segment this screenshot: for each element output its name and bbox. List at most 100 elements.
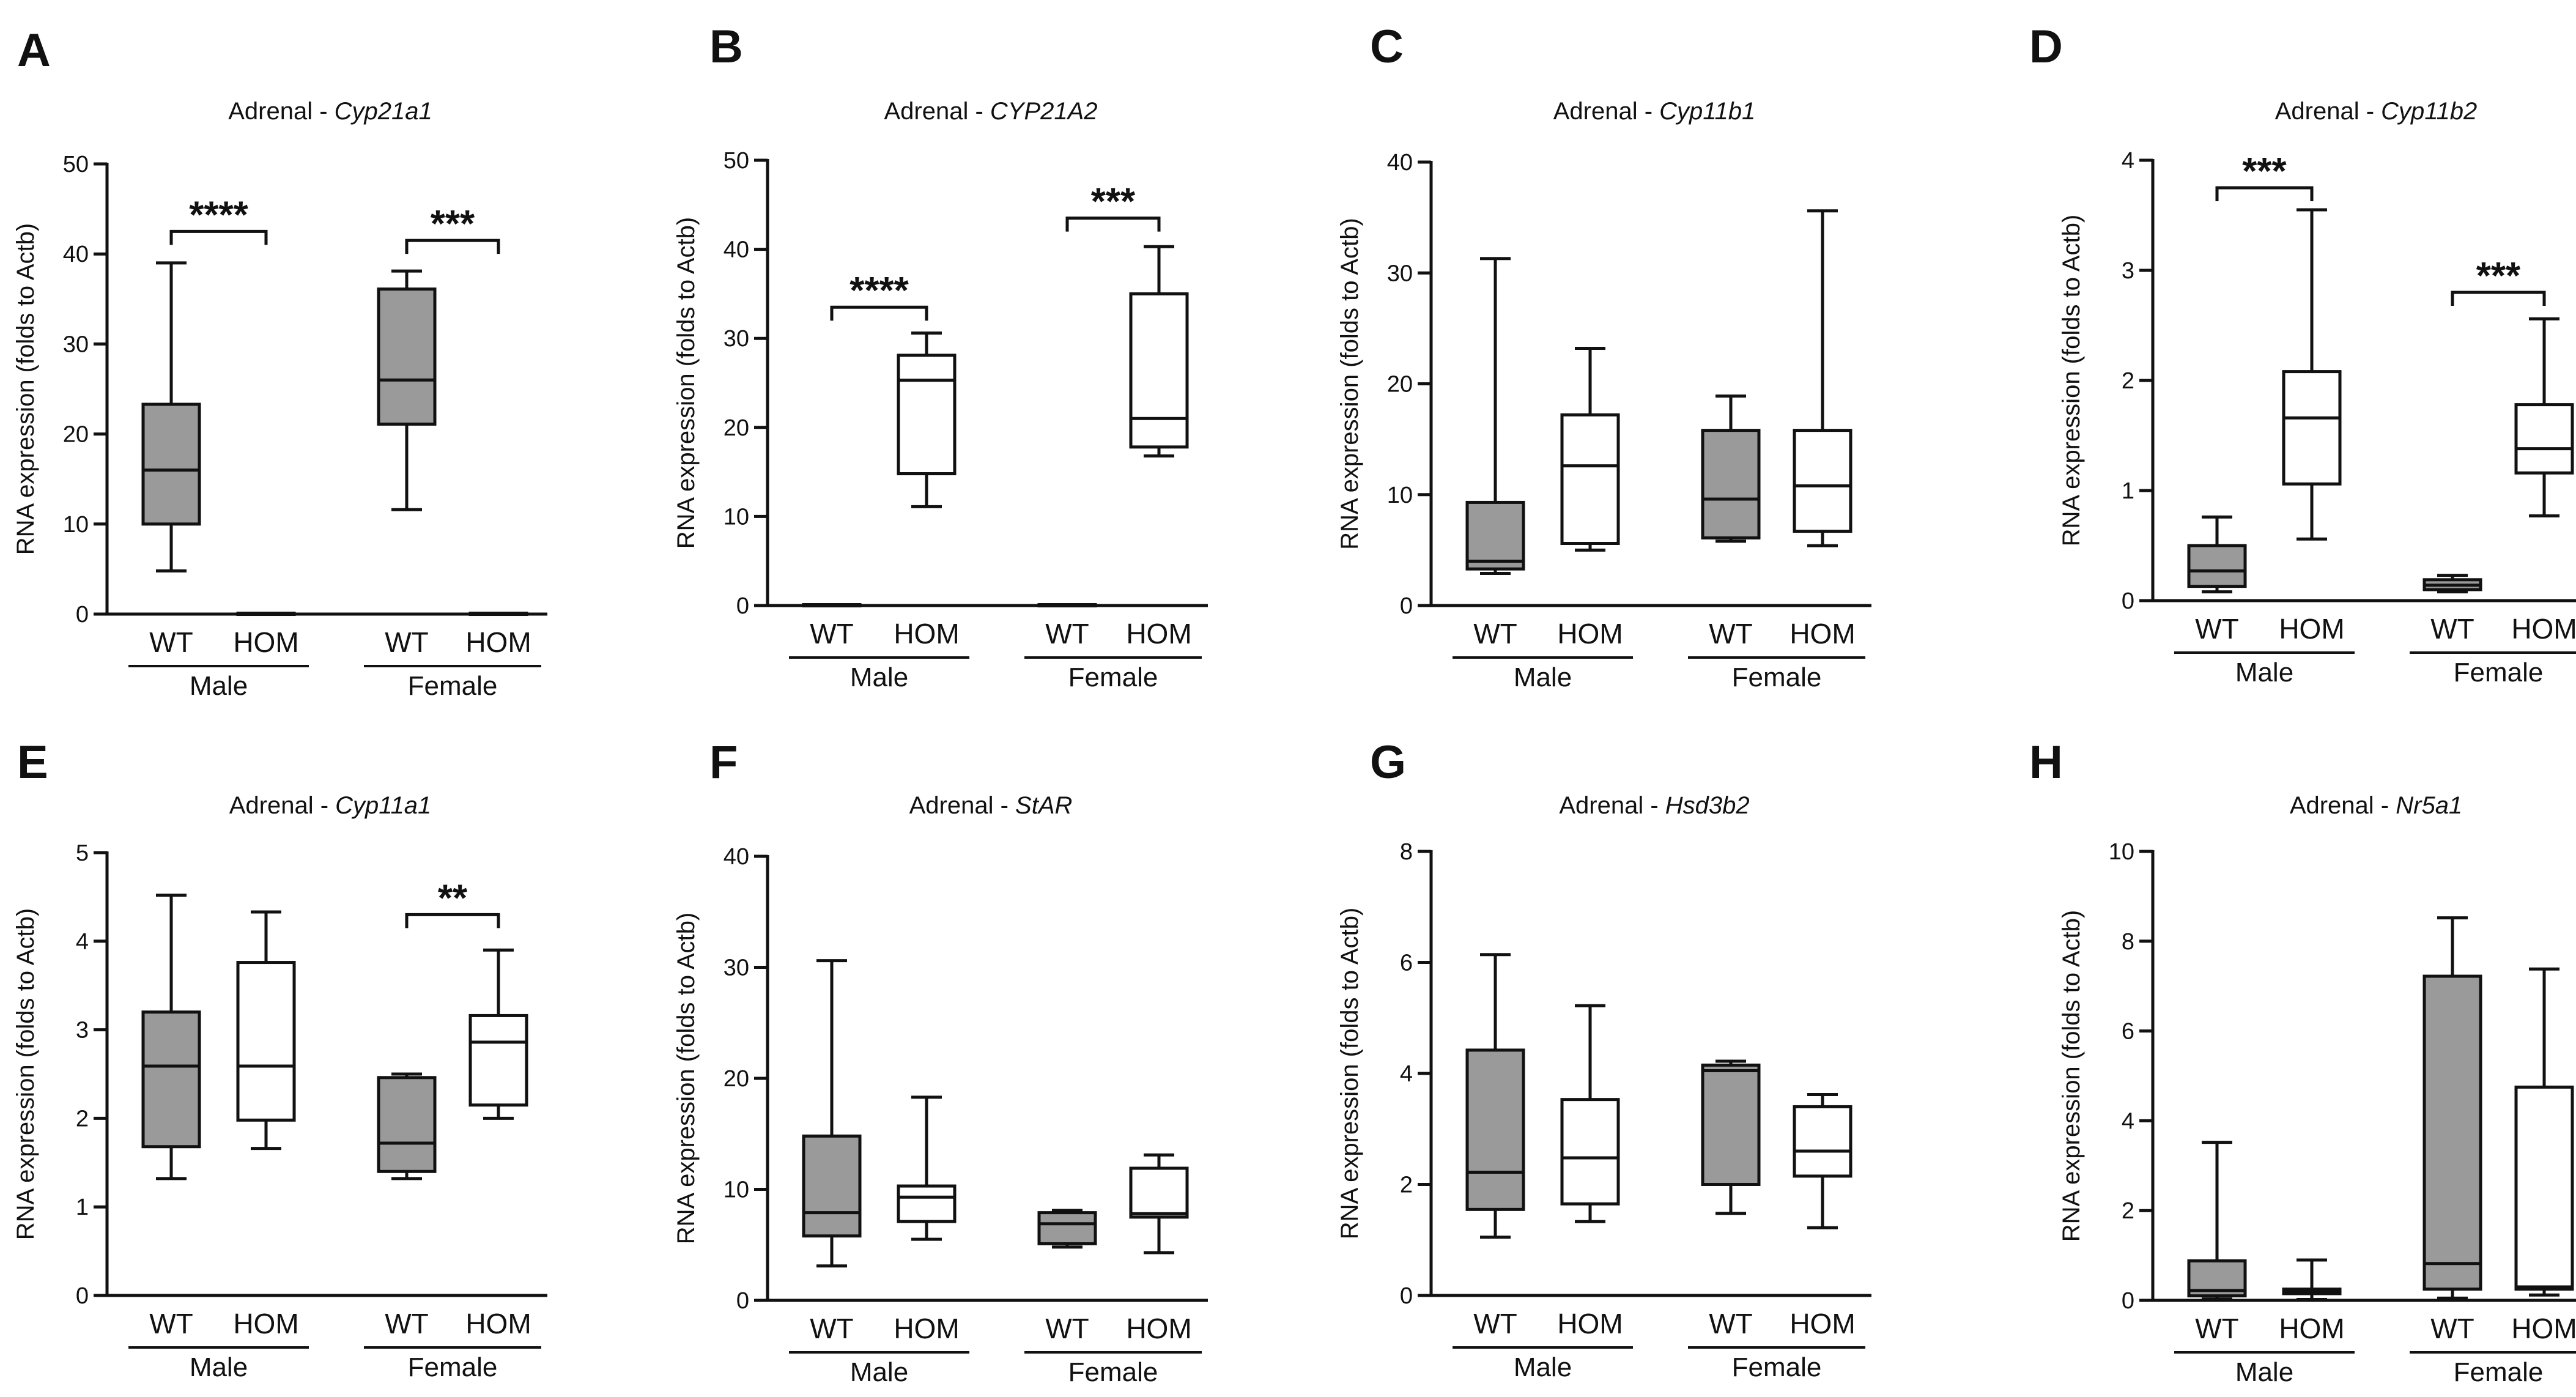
box-body <box>1037 1211 1097 1245</box>
box-body <box>468 1013 528 1107</box>
chart-title: Adrenal - StAR <box>909 792 1073 819</box>
x-category-label: WT <box>1473 1308 1517 1340</box>
x-category-label: WT <box>810 618 854 650</box>
y-tick-label: 30 <box>63 332 89 357</box>
box-female-hom <box>1793 209 1852 547</box>
box-body <box>1560 413 1620 545</box>
y-tick-label: 3 <box>76 1018 89 1043</box>
y-tick-label: 6 <box>2122 1019 2134 1045</box>
significance-stars: *** <box>431 203 475 245</box>
y-tick-label: 4 <box>1400 1061 1413 1087</box>
y-tick-label: 2 <box>1400 1173 1413 1198</box>
x-category-label: HOM <box>2511 613 2576 645</box>
box-body <box>897 1184 957 1223</box>
box-male-hom <box>2282 1258 2342 1302</box>
box-male-hom <box>1560 347 1620 552</box>
significance-bracket: *** <box>1065 181 1161 232</box>
box-male-wt <box>2187 1141 2247 1301</box>
box-female-hom <box>1129 245 1189 458</box>
x-category-label: HOM <box>2279 1313 2344 1344</box>
y-tick-label: 2 <box>76 1106 89 1132</box>
significance-bracket: **** <box>169 194 268 245</box>
box-body <box>2514 1085 2574 1291</box>
y-tick-label: 0 <box>76 602 89 628</box>
x-category-label: WT <box>1709 1308 1753 1340</box>
group-label: Male <box>1514 1352 1572 1382</box>
group-label: Male <box>190 671 248 701</box>
box-body <box>1701 429 1761 539</box>
chart-title: Adrenal - Cyp11b1 <box>1553 98 1756 125</box>
x-category-label: HOM <box>1126 1313 1191 1344</box>
x-category-label: WT <box>810 1313 854 1344</box>
box-body <box>1793 429 1852 533</box>
y-tick-label: 30 <box>724 955 749 981</box>
significance-stars: **** <box>849 270 909 312</box>
box-female-hom <box>1793 1092 1852 1229</box>
box-body <box>1560 1098 1620 1206</box>
bracket-line <box>405 913 500 928</box>
x-category-label: WT <box>385 1308 429 1340</box>
y-tick-label: 20 <box>724 1066 749 1092</box>
chart-title: Adrenal - CYP21A2 <box>884 98 1097 125</box>
box-female-wt <box>2422 574 2482 594</box>
significance-bracket: *** <box>405 203 500 254</box>
box-male-wt <box>141 261 201 573</box>
x-category-label: HOM <box>465 1308 531 1340</box>
box-female-hom <box>1129 1153 1189 1254</box>
significance-stars: **** <box>189 194 248 236</box>
chart-title: Adrenal - Cyp11a1 <box>229 792 432 819</box>
box-male-hom <box>236 612 296 617</box>
x-category-label: HOM <box>1557 1308 1623 1340</box>
significance-bracket: *** <box>2215 150 2314 201</box>
significance-stars: *** <box>2476 255 2521 297</box>
group-label: Female <box>408 1352 498 1382</box>
y-tick-label: 10 <box>1387 483 1413 508</box>
box-body <box>2187 544 2247 588</box>
box-male-hom <box>897 1095 957 1241</box>
group-label: Female <box>2454 1357 2544 1387</box>
panel-letter: H <box>2029 736 2063 788</box>
box-body <box>141 1010 201 1149</box>
chart-title: Adrenal - Nr5a1 <box>2290 792 2462 819</box>
y-tick-label: 1 <box>2122 478 2134 504</box>
box-male-wt <box>141 894 201 1180</box>
box-female-hom <box>468 948 528 1120</box>
chart-title: Adrenal - Hsd3b2 <box>1559 792 1749 819</box>
group-label: Male <box>2235 658 2293 687</box>
box-female-wt <box>1701 1059 1761 1215</box>
y-tick-label: 10 <box>724 504 749 530</box>
y-tick-label: 50 <box>724 148 749 174</box>
y-tick-label: 1 <box>76 1195 89 1220</box>
group-label: Female <box>1732 662 1822 692</box>
panel-g: G Adrenal - Hsd3b2 RNA expression (folds t… <box>1336 736 1871 1382</box>
x-category-label: HOM <box>1790 1308 1855 1340</box>
y-axis-label: RNA expression (folds to Actb) <box>1336 218 1363 549</box>
panel-c: C Adrenal - Cyp11b1 RNA expression (folds … <box>1336 21 1871 692</box>
y-tick-label: 40 <box>724 237 749 263</box>
x-category-label: WT <box>1473 618 1517 650</box>
y-tick-label: 40 <box>724 844 749 870</box>
bracket-line <box>169 229 268 245</box>
panel-a: A Adrenal - Cyp21a1 RNA expression (folds … <box>12 24 547 701</box>
y-tick-label: 8 <box>1400 839 1413 865</box>
significance-stars: *** <box>1091 181 1136 223</box>
y-tick-label: 5 <box>76 840 89 866</box>
x-category-label: HOM <box>894 618 959 650</box>
y-tick-label: 50 <box>63 152 89 177</box>
y-axis-label: RNA expression (folds to Actb) <box>12 223 39 555</box>
panel-letter: C <box>1370 21 1404 73</box>
panel-letter: E <box>17 736 48 788</box>
box-body <box>141 402 201 526</box>
box-body <box>1465 500 1525 571</box>
y-axis-label: RNA expression (folds to Actb) <box>2058 910 2085 1242</box>
y-tick-label: 0 <box>736 593 749 619</box>
group-label: Male <box>1514 662 1572 692</box>
y-axis-label: RNA expression (folds to Actb) <box>1336 908 1363 1239</box>
box-body <box>377 1076 437 1173</box>
y-axis-label: RNA expression (folds to Actb) <box>12 908 39 1240</box>
y-tick-label: 20 <box>724 415 749 441</box>
group-label: Male <box>190 1352 248 1382</box>
group-label: Male <box>850 1357 908 1387</box>
box-male-hom <box>2282 208 2342 541</box>
box-female-wt <box>2422 916 2482 1300</box>
